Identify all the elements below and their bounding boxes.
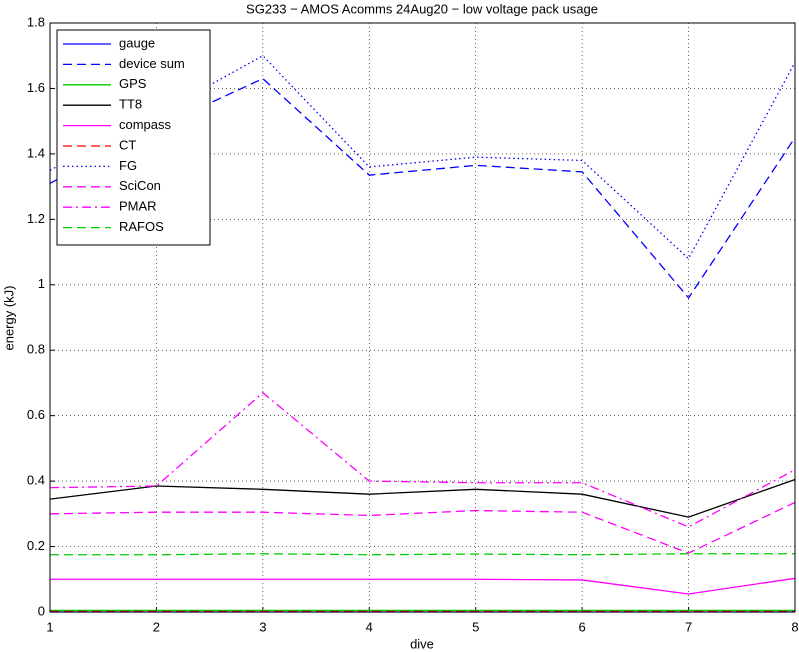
y-tick-label: 0.8 xyxy=(27,342,45,357)
x-tick-label: 2 xyxy=(153,619,160,634)
series-line xyxy=(49,391,796,528)
legend-label: compass xyxy=(119,117,172,132)
series-line xyxy=(49,478,796,518)
series-line xyxy=(49,77,796,299)
series-line xyxy=(50,553,795,556)
y-tick-label: 1.2 xyxy=(27,211,45,226)
legend-label: PMAR xyxy=(119,199,157,214)
x-tick-label: 3 xyxy=(259,619,266,634)
y-tick-label: 0 xyxy=(38,603,45,618)
legend-label: TT8 xyxy=(119,97,142,112)
legend-label: device sum xyxy=(119,56,185,71)
y-tick-label: 1.8 xyxy=(27,14,45,29)
chart-title: SG233 − AMOS Acomms 24Aug20 − low voltag… xyxy=(246,1,598,16)
y-tick-label: 1 xyxy=(38,276,45,291)
plot-frame xyxy=(49,22,796,613)
y-tick-label: 1.4 xyxy=(27,145,45,160)
y-tick-label: 1.6 xyxy=(27,80,45,95)
x-tick-label: 7 xyxy=(685,619,692,634)
y-tick-label: 0.4 xyxy=(27,473,45,488)
legend-label: GPS xyxy=(119,76,147,91)
series-line xyxy=(50,577,796,595)
x-tick-label: 8 xyxy=(791,619,798,634)
legend-box xyxy=(56,29,211,246)
y-tick-label: 0.2 xyxy=(27,538,45,553)
legend-label: gauge xyxy=(119,35,155,50)
legend-label: SciCon xyxy=(119,178,161,193)
x-tick-label: 1 xyxy=(46,619,53,634)
x-tick-label: 6 xyxy=(579,619,586,634)
y-tick-label: 0.6 xyxy=(27,407,45,422)
x-tick-label: 5 xyxy=(472,619,479,634)
x-tick-label: 4 xyxy=(366,619,373,634)
series-line xyxy=(49,501,796,554)
legend-label: FG xyxy=(119,158,137,173)
x-axis-label: dive xyxy=(410,636,434,651)
y-axis-label: energy (kJ) xyxy=(1,285,16,350)
legend-label: RAFOS xyxy=(119,219,164,234)
legend-label: CT xyxy=(119,137,136,152)
